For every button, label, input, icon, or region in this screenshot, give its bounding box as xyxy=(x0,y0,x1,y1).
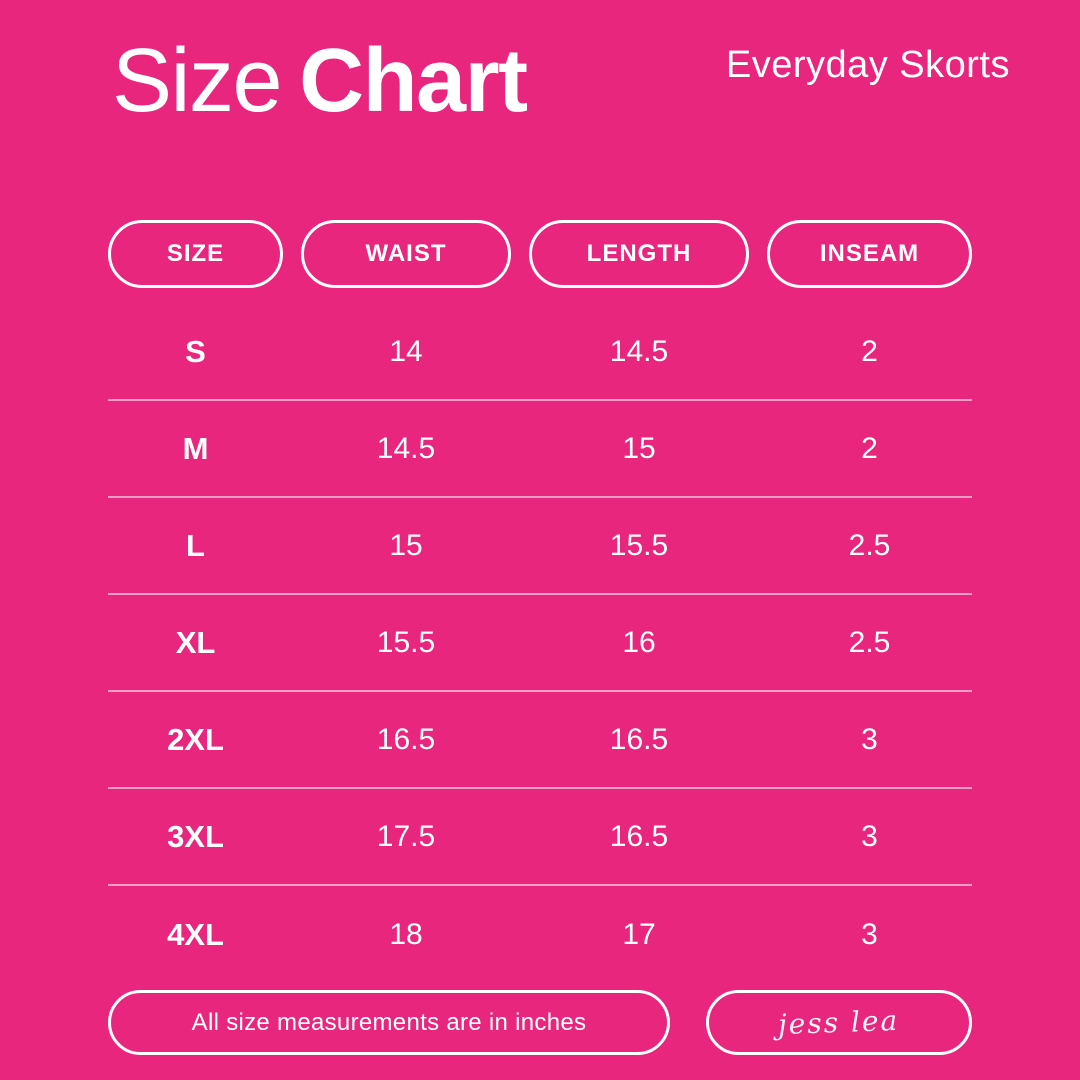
brand-signature: jess lea xyxy=(777,1003,901,1042)
length-cell: 15.5 xyxy=(609,528,669,562)
length-cell: 17 xyxy=(622,917,656,951)
table-row-m: M 14.5 15 2 xyxy=(108,401,972,498)
waist-cell: 15.5 xyxy=(376,625,436,659)
signature-pill: jess lea xyxy=(706,990,972,1055)
inseam-cell: 3 xyxy=(861,917,878,951)
size-cell: XL xyxy=(175,624,216,660)
waist-cell: 17.5 xyxy=(376,819,436,853)
size-cell: 4XL xyxy=(167,916,224,952)
waist-cell: 16.5 xyxy=(376,722,436,756)
table-row-2xl: 2XL 16.5 16.5 3 xyxy=(108,692,972,789)
title-word-bold: Chart xyxy=(299,31,528,131)
inseam-cell: 2.5 xyxy=(848,625,891,659)
table-row-l: L 15 15.5 2.5 xyxy=(108,498,972,595)
column-header-size-label: SIZE xyxy=(166,240,225,267)
column-header-length: LENGTH xyxy=(529,220,749,288)
inseam-cell: 2 xyxy=(861,431,878,465)
units-note-text: All size measurements are in inches xyxy=(191,1008,587,1036)
waist-cell: 14 xyxy=(389,334,423,368)
column-header-size: SIZE xyxy=(108,220,283,288)
waist-cell: 14.5 xyxy=(376,431,436,465)
column-header-waist: WAIST xyxy=(301,220,511,288)
table-row-s: S 14 14.5 2 xyxy=(108,304,972,401)
length-cell: 16 xyxy=(622,625,656,659)
table-row-xl: XL 15.5 16 2.5 xyxy=(108,595,972,692)
inseam-cell: 2 xyxy=(861,334,878,368)
length-cell: 16.5 xyxy=(609,819,669,853)
length-cell: 15 xyxy=(622,431,656,465)
size-table: SIZE WAIST LENGTH INSEAM S 14 14.5 2 M 1… xyxy=(108,220,972,983)
waist-cell: 18 xyxy=(389,917,423,951)
length-cell: 16.5 xyxy=(609,722,669,756)
table-row-3xl: 3XL 17.5 16.5 3 xyxy=(108,789,972,886)
inseam-cell: 3 xyxy=(861,819,878,853)
length-cell: 14.5 xyxy=(609,334,669,368)
table-header-row: SIZE WAIST LENGTH INSEAM xyxy=(108,220,972,288)
inseam-cell: 3 xyxy=(861,722,878,756)
size-cell: L xyxy=(186,527,205,563)
column-header-inseam-label: INSEAM xyxy=(819,240,920,267)
footer: All size measurements are in inches jess… xyxy=(108,990,972,1055)
units-note-pill: All size measurements are in inches xyxy=(108,990,670,1055)
inseam-cell: 2.5 xyxy=(848,528,891,562)
column-header-length-label: LENGTH xyxy=(586,240,692,267)
waist-cell: 15 xyxy=(389,528,423,562)
table-body: S 14 14.5 2 M 14.5 15 2 L 15 15.5 2.5 XL… xyxy=(108,304,972,983)
size-cell: 2XL xyxy=(167,721,224,757)
column-header-inseam: INSEAM xyxy=(767,220,972,288)
column-header-waist-label: WAIST xyxy=(365,240,447,267)
table-row-4xl: 4XL 18 17 3 xyxy=(108,886,972,983)
title-word-regular: Size xyxy=(112,31,283,131)
size-cell: 3XL xyxy=(167,818,224,854)
page-title: Size Chart xyxy=(112,31,528,131)
size-cell: S xyxy=(185,333,206,369)
product-name: Everyday Skorts xyxy=(725,44,1010,86)
size-cell: M xyxy=(182,430,209,466)
